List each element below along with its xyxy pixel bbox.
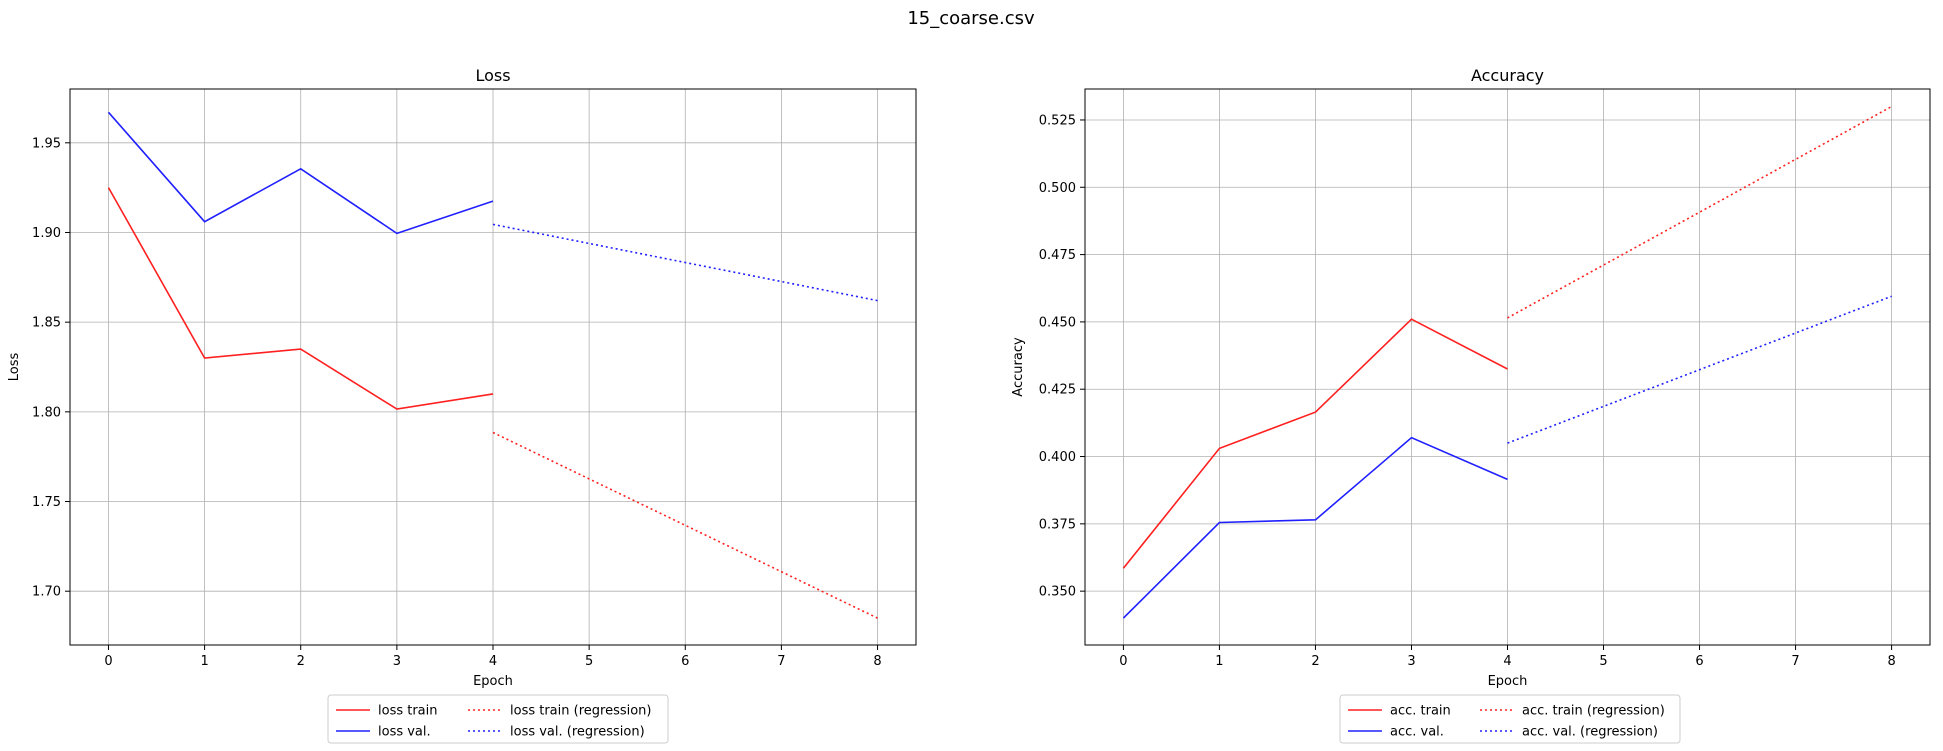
accuracy-x-tick-label: 7	[1791, 654, 1799, 669]
accuracy-x-axis-label: Epoch	[1488, 674, 1528, 689]
loss-x-tick-label: 1	[200, 654, 208, 669]
accuracy-legend-label: acc. val. (regression)	[1522, 725, 1658, 740]
loss-series-line	[492, 431, 878, 619]
accuracy-y-axis-label: Accuracy	[1011, 337, 1026, 397]
loss-x-tick-label: 2	[297, 654, 305, 669]
accuracy-y-tick-label: 0.500	[1039, 181, 1076, 196]
loss-y-tick-label: 1.80	[32, 405, 61, 420]
figure-title: 15_coarse.csv	[907, 8, 1035, 29]
loss-legend-label: loss train (regression)	[510, 704, 652, 719]
accuracy-panel: 0 1 2 3 4 5 6 7 8 0.350 0.375 0.400 0.425 0.450 0.475 0…	[1011, 66, 1931, 744]
accuracy-x-tick-label: 4	[1503, 654, 1511, 669]
accuracy-series-line	[1122, 436, 1508, 619]
accuracy-x-tick-label: 6	[1695, 654, 1703, 669]
accuracy-x-tick-label: 1	[1215, 654, 1223, 669]
loss-title: Loss	[475, 66, 510, 85]
accuracy-y-tick-label: 0.350	[1039, 585, 1076, 600]
accuracy-x-tick-label: 0	[1119, 654, 1127, 669]
loss-series-line	[107, 111, 494, 235]
accuracy-title: Accuracy	[1471, 66, 1544, 85]
loss-legend-label: loss val. (regression)	[510, 725, 645, 740]
loss-series-line	[492, 223, 878, 302]
loss-y-tick-label: 1.75	[32, 495, 61, 510]
loss-x-tick-label: 5	[585, 654, 593, 669]
loss-y-tick-label: 1.95	[32, 136, 61, 151]
loss-legend-box	[327, 694, 669, 744]
accuracy-series-line	[1122, 318, 1508, 569]
accuracy-y-tick-label: 0.450	[1039, 315, 1076, 330]
loss-x-tick-label: 6	[681, 654, 689, 669]
accuracy-series-line	[1507, 295, 1892, 444]
accuracy-y-tick-label: 0.375	[1039, 517, 1076, 532]
loss-legend-label: loss train	[378, 704, 438, 719]
accuracy-y-tick-label: 0.400	[1039, 450, 1076, 465]
loss-y-axis-label: Loss	[7, 353, 22, 382]
accuracy-y-tick-label: 0.475	[1039, 248, 1076, 263]
loss-series-line	[107, 187, 494, 410]
accuracy-legend-label: acc. val.	[1390, 725, 1444, 740]
loss-legend-label: loss val.	[378, 725, 431, 740]
accuracy-x-tick-label: 8	[1887, 654, 1895, 669]
loss-y-tick-label: 1.70	[32, 585, 61, 600]
accuracy-legend-label: acc. train	[1390, 704, 1451, 719]
loss-x-tick-label: 3	[393, 654, 401, 669]
loss-x-tick-label: 4	[489, 654, 497, 669]
loss-panel: 0 1 2 3 4 5 6 7 8 1.70 1.75 1.80 1.85 1.90 1.95 Loss Epo…	[7, 66, 917, 744]
accuracy-y-tick-label: 0.525	[1039, 113, 1076, 128]
loss-x-tick-label: 7	[777, 654, 785, 669]
accuracy-legend-label: acc. train (regression)	[1522, 704, 1665, 719]
accuracy-x-tick-label: 5	[1599, 654, 1607, 669]
accuracy-y-tick-label: 0.425	[1039, 383, 1076, 398]
accuracy-x-tick-label: 2	[1311, 654, 1319, 669]
accuracy-series-line	[1507, 105, 1892, 319]
loss-y-tick-label: 1.90	[32, 226, 61, 241]
loss-x-axis-label: Epoch	[473, 674, 513, 689]
loss-x-tick-label: 0	[104, 654, 112, 669]
accuracy-legend-box	[1339, 694, 1681, 744]
loss-x-tick-label: 8	[873, 654, 881, 669]
loss-y-tick-label: 1.85	[32, 316, 61, 331]
accuracy-x-tick-label: 3	[1407, 654, 1415, 669]
